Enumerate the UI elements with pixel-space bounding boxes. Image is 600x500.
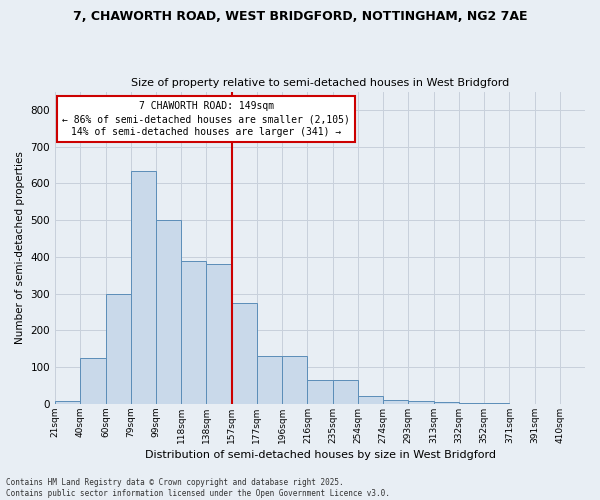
Bar xyxy=(80,358,106,404)
Bar xyxy=(307,380,332,404)
Bar xyxy=(156,220,181,404)
Bar xyxy=(257,356,282,404)
Bar xyxy=(484,403,509,404)
Text: 7 CHAWORTH ROAD: 149sqm
← 86% of semi-detached houses are smaller (2,105)
14% of: 7 CHAWORTH ROAD: 149sqm ← 86% of semi-de… xyxy=(62,101,350,138)
Bar xyxy=(282,356,307,404)
Bar xyxy=(434,402,459,404)
Text: Contains HM Land Registry data © Crown copyright and database right 2025.
Contai: Contains HM Land Registry data © Crown c… xyxy=(6,478,390,498)
Bar xyxy=(409,401,434,404)
Bar xyxy=(383,400,409,404)
Bar xyxy=(232,303,257,404)
Text: 7, CHAWORTH ROAD, WEST BRIDGFORD, NOTTINGHAM, NG2 7AE: 7, CHAWORTH ROAD, WEST BRIDGFORD, NOTTIN… xyxy=(73,10,527,23)
Bar xyxy=(55,401,80,404)
Bar xyxy=(332,380,358,404)
Bar xyxy=(181,260,206,404)
Bar xyxy=(131,170,156,404)
X-axis label: Distribution of semi-detached houses by size in West Bridgford: Distribution of semi-detached houses by … xyxy=(145,450,496,460)
Y-axis label: Number of semi-detached properties: Number of semi-detached properties xyxy=(15,152,25,344)
Bar xyxy=(358,396,383,404)
Bar xyxy=(106,294,131,404)
Title: Size of property relative to semi-detached houses in West Bridgford: Size of property relative to semi-detach… xyxy=(131,78,509,88)
Bar xyxy=(206,264,232,404)
Bar xyxy=(459,403,484,404)
